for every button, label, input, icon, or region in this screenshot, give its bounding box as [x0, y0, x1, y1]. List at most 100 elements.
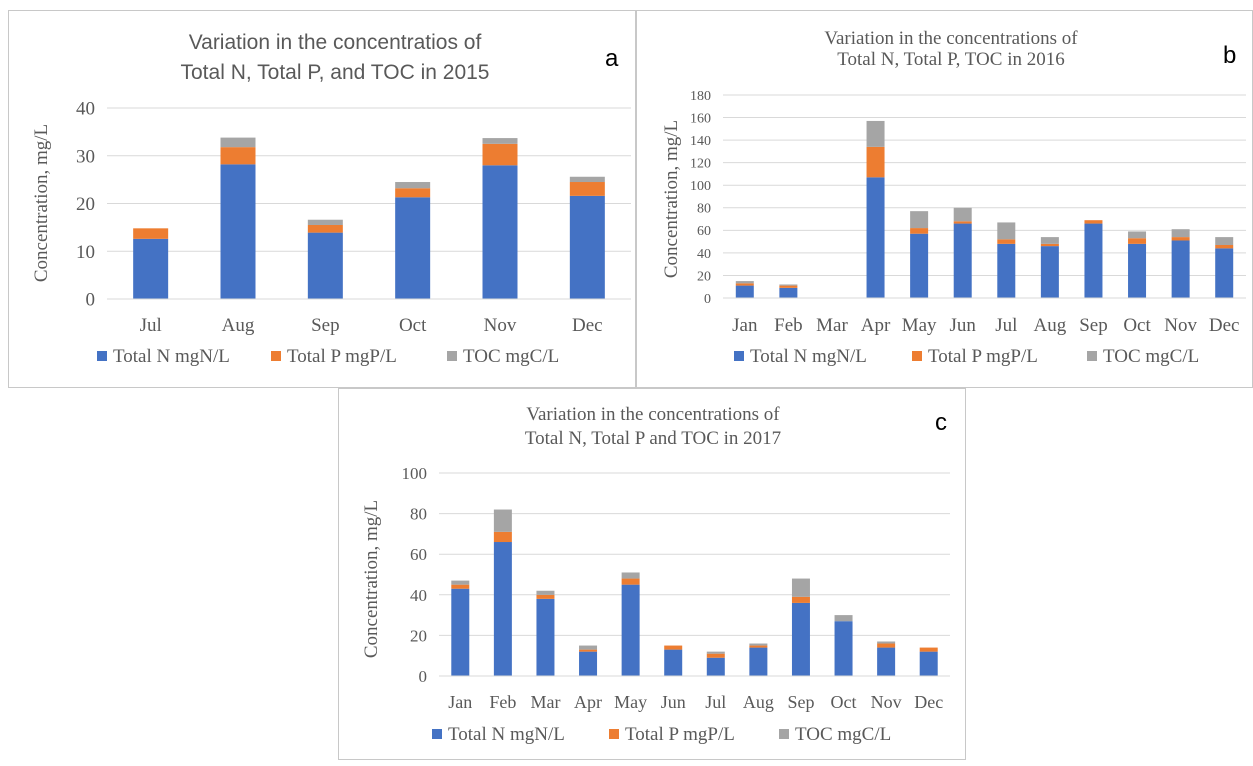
- x-tick-label: Apr: [861, 315, 891, 336]
- legend-label: TOC mgC/L: [1103, 346, 1199, 367]
- bar-segment-total-p: [919, 647, 938, 652]
- y-tick-label: 20: [76, 194, 95, 215]
- bar-segment-total-p: [569, 182, 605, 196]
- x-tick-label: Oct: [1123, 315, 1151, 336]
- bar-segment-total-n: [579, 651, 598, 676]
- bar-segment-toc-mgc/l: [451, 580, 470, 585]
- bar-segment-total-n: [1128, 243, 1147, 298]
- y-tick-label: 80: [410, 505, 427, 524]
- bar-segment-total-n: [997, 243, 1016, 298]
- y-tick-label: 100: [402, 464, 428, 483]
- x-tick-label: Aug: [743, 692, 774, 712]
- chart-a: Variation in the concentratios of Total N…: [31, 31, 631, 367]
- x-tick-label: Oct: [399, 315, 427, 336]
- chart-panel-c: Variation in the concentrations of Total …: [338, 388, 966, 760]
- bar-segment-total-n: [1040, 246, 1059, 298]
- bar-segment-total-n: [791, 602, 810, 676]
- bar-segment-toc-mgc/l: [997, 222, 1016, 240]
- legend-swatch: [734, 351, 744, 361]
- bar-segment-total-p: [664, 645, 683, 650]
- bar-segment-total-n: [621, 584, 640, 676]
- bar-segment-total-p: [910, 228, 929, 234]
- x-tick-label: Nov: [484, 315, 517, 336]
- bar-segment-total-p: [1084, 220, 1103, 224]
- legend-swatch: [912, 351, 922, 361]
- bar-segment-total-p: [866, 146, 885, 178]
- y-tick-label: 20: [697, 269, 711, 284]
- bar-segment-toc-mgc/l: [482, 138, 518, 144]
- bar-segment-total-p: [1215, 244, 1234, 249]
- x-tick-label: Feb: [774, 315, 803, 336]
- y-tick-label: 20: [410, 626, 427, 645]
- bar-segment-total-p: [706, 653, 725, 658]
- x-tick-label: Mar: [530, 692, 560, 712]
- bar-segment-total-n: [569, 195, 605, 299]
- bar-segment-total-n: [493, 542, 512, 676]
- bar-segment-toc-mgc/l: [220, 137, 256, 148]
- chart-b: Variation in the concentrations ofTotal …: [661, 28, 1246, 367]
- legend-swatch: [97, 351, 107, 361]
- bar-segment-total-p: [791, 596, 810, 603]
- x-tick-label: Jul: [995, 315, 1017, 336]
- legend-label: Total N mgN/L: [448, 724, 565, 745]
- bar-segment-total-p: [1040, 243, 1059, 247]
- legend-swatch: [271, 351, 281, 361]
- chart-title-line: Variation in the concentratios of: [189, 31, 482, 54]
- bar-segment-toc-mgc/l: [1215, 237, 1234, 245]
- y-tick-label: 40: [410, 586, 427, 605]
- bar-segment-total-n: [307, 232, 343, 299]
- bar-segment-toc-mgc/l: [791, 578, 810, 597]
- y-tick-label: 40: [697, 247, 711, 262]
- bar-segment-total-n: [706, 657, 725, 676]
- x-tick-label: Jul: [140, 315, 162, 336]
- bar-segment-total-p: [1128, 238, 1147, 244]
- bar-segment-total-p: [1171, 237, 1190, 241]
- x-tick-label: Jan: [732, 315, 758, 336]
- bar-segment-total-p: [220, 147, 256, 165]
- chart-title-line: Total N, Total P, TOC in 2016: [837, 49, 1064, 70]
- bar-segment-total-p: [395, 188, 431, 198]
- bar-segment-total-p: [735, 283, 754, 286]
- y-tick-label: 0: [704, 292, 711, 307]
- y-tick-label: 10: [76, 242, 95, 263]
- y-axis-label: Concentration, mg/L: [361, 500, 382, 658]
- x-tick-label: Aug: [1034, 315, 1067, 336]
- bar-segment-total-n: [834, 621, 853, 676]
- bar-segment-total-p: [621, 578, 640, 585]
- bar-segment-total-n: [1171, 240, 1190, 298]
- bar-segment-toc-mgc/l: [877, 641, 896, 644]
- legend-swatch: [1087, 351, 1097, 361]
- legend-swatch: [432, 729, 442, 739]
- x-tick-label: Feb: [489, 692, 516, 712]
- x-tick-label: Jan: [448, 692, 472, 712]
- bar-segment-toc-mgc/l: [307, 219, 343, 225]
- legend-label: Total P mgP/L: [287, 346, 397, 367]
- chart-title-line: Total N, Total P and TOC in 2017: [525, 428, 781, 449]
- x-tick-label: Jun: [661, 692, 686, 712]
- x-tick-label: Jul: [705, 692, 726, 712]
- x-tick-label: Dec: [914, 692, 943, 712]
- x-tick-label: Nov: [1164, 315, 1197, 336]
- legend-label: TOC mgC/L: [463, 346, 559, 367]
- legend-label: Total N mgN/L: [750, 346, 867, 367]
- bar-segment-total-n: [749, 647, 768, 676]
- y-tick-label: 0: [86, 290, 96, 311]
- x-tick-label: Mar: [816, 315, 848, 336]
- y-tick-label: 30: [76, 146, 95, 167]
- x-tick-label: Apr: [574, 692, 602, 712]
- panel-letter: c: [935, 409, 947, 436]
- x-tick-label: Nov: [871, 692, 902, 712]
- bar-segment-total-p: [451, 584, 470, 589]
- legend-label: Total P mgP/L: [625, 724, 735, 745]
- bar-segment-toc-mgc/l: [493, 509, 512, 532]
- bar-segment-total-n: [664, 649, 683, 676]
- y-tick-label: 100: [690, 179, 711, 194]
- bar-segment-total-n: [536, 598, 555, 676]
- x-tick-label: Jun: [950, 315, 977, 336]
- bar-segment-toc-mgc/l: [1171, 229, 1190, 238]
- x-tick-label: Dec: [572, 315, 603, 336]
- chart-panel-b: Variation in the concentrations of Total …: [636, 10, 1253, 388]
- legend-label: TOC mgC/L: [795, 724, 891, 745]
- bar-segment-total-n: [395, 197, 431, 299]
- bar-segment-toc-mgc/l: [749, 643, 768, 646]
